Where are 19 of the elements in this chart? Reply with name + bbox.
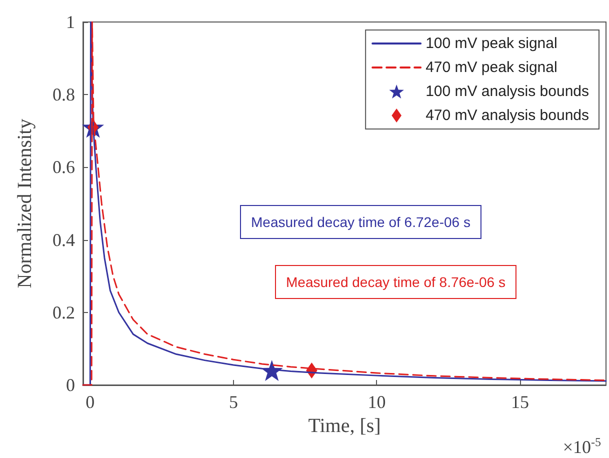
y-tick-label: 0.4 bbox=[52, 230, 75, 250]
y-axis-title: Normalized Intensity bbox=[14, 118, 36, 288]
x-tick-label: 15 bbox=[511, 392, 530, 412]
annotation: Measured decay time of 8.76e-06 s bbox=[286, 274, 506, 290]
y-tick-label: 0.6 bbox=[52, 157, 75, 178]
y-tick-label: 1 bbox=[66, 12, 75, 32]
x-tick-label: 0 bbox=[86, 392, 95, 412]
legend-label: 470 mV peak signal bbox=[426, 59, 558, 76]
line-series bbox=[82, 21, 607, 386]
x-axis-title: Time, [s] bbox=[308, 414, 381, 437]
y-tick-label: 0 bbox=[66, 375, 75, 395]
legend-label: 100 mV analysis bounds bbox=[426, 83, 590, 100]
x-tick-label: 5 bbox=[228, 392, 238, 412]
legend-label: 100 mV peak signal bbox=[426, 35, 558, 52]
y-tick-label: 0.2 bbox=[52, 302, 75, 322]
legend-label: 470 mV analysis bounds bbox=[426, 107, 590, 124]
y-tick-label: 0.8 bbox=[52, 84, 75, 105]
annotation: Measured decay time of 6.72e-06 s bbox=[251, 214, 470, 230]
x-tick-label: 10 bbox=[368, 392, 386, 412]
